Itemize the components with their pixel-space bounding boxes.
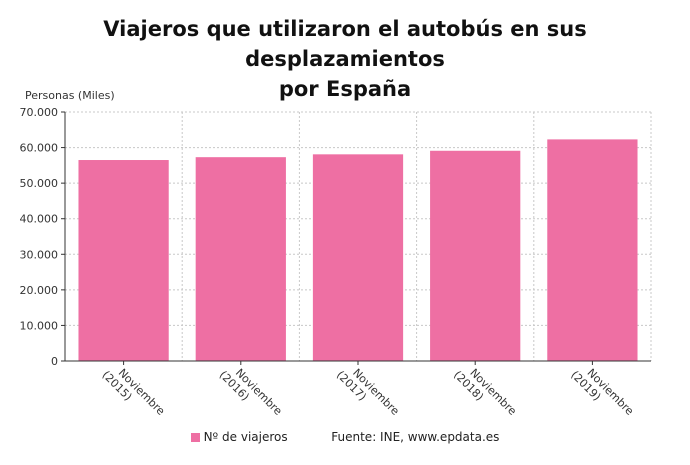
- bar: [78, 160, 169, 361]
- x-tick-label: Noviembre(2016): [217, 359, 285, 427]
- legend-swatch: [190, 433, 200, 442]
- x-tick-label: Noviembre(2017): [334, 359, 402, 427]
- source-text: Fuente: INE, www.epdata.es: [331, 430, 500, 444]
- bar: [547, 139, 638, 361]
- x-tick-label: Noviembre(2015): [99, 359, 167, 427]
- y-tick-label: 40.000: [20, 213, 59, 226]
- y-axis-label: Personas (Miles): [25, 89, 115, 102]
- bar: [195, 157, 286, 361]
- y-tick-label: 50.000: [20, 177, 59, 190]
- y-tick-label: 70.000: [20, 106, 59, 119]
- x-tick-label: Noviembre(2019): [568, 359, 636, 427]
- title-line-1: Viajeros que utilizaron el autobús en su…: [103, 17, 587, 71]
- x-tick-label: Noviembre(2018): [451, 359, 519, 427]
- legend-label: Nº de viajeros: [203, 430, 288, 444]
- title-line-2: por España: [278, 77, 412, 101]
- bar: [430, 150, 521, 361]
- y-tick-label: 30.000: [20, 248, 59, 261]
- bar: [312, 154, 404, 361]
- chart-title: Viajeros que utilizaron el autobús en su…: [0, 14, 690, 104]
- y-tick-label: 10.000: [20, 319, 59, 332]
- y-tick-label: 0: [51, 355, 58, 368]
- legend: Nº de viajeros Fuente: INE, www.epdata.e…: [0, 430, 690, 444]
- y-tick-label: 60.000: [20, 142, 59, 155]
- y-tick-label: 20.000: [20, 284, 59, 297]
